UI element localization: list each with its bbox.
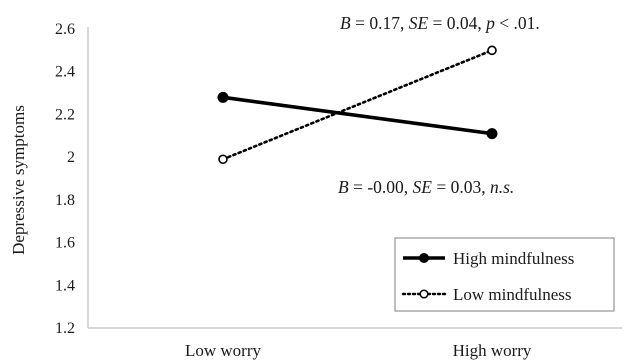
- y-tick-label: 1.4: [55, 277, 75, 294]
- legend-item: Low mindfulness: [401, 285, 572, 304]
- data-point: [218, 154, 228, 165]
- series-2: [218, 45, 497, 165]
- series-line: [222, 95, 493, 136]
- series-1: [217, 91, 498, 140]
- y-tick-label: 1.2: [55, 320, 75, 337]
- x-category-labels: Low worry High worry: [185, 341, 532, 360]
- y-tick-label: 1.8: [55, 192, 75, 209]
- data-point: [217, 91, 229, 103]
- legend-marker: [419, 253, 429, 263]
- y-tick-label: 2.6: [55, 21, 75, 38]
- legend-box: [394, 237, 615, 312]
- legend-label: Low mindfulness: [453, 285, 572, 304]
- y-tick-label: 2: [67, 149, 75, 166]
- x-category-label: Low worry: [185, 341, 262, 360]
- y-tick-label: 2.4: [55, 64, 75, 81]
- legend-label: High mindfulness: [453, 249, 574, 268]
- legend: High mindfulness Low mindfulness: [394, 237, 615, 312]
- y-tick-labels: 1.2 1.4 1.6 1.8 2 2.2 2.4 2.6: [55, 21, 75, 337]
- x-category-label: High worry: [453, 341, 532, 360]
- data-point: [487, 45, 497, 56]
- y-axis-label: Depressive symptoms: [9, 105, 28, 255]
- y-tick-label: 2.2: [55, 106, 75, 123]
- series-line: [221, 49, 494, 161]
- legend-marker: [419, 289, 429, 299]
- annotations: B = 0.17, SE = 0.04, p < .01. B = -0.00, …: [338, 13, 540, 197]
- y-tick-label: 1.6: [55, 235, 75, 252]
- legend-item: High mindfulness: [403, 249, 574, 268]
- data-series: [217, 45, 498, 165]
- annotation-top: B = 0.17, SE = 0.04, p < .01.: [340, 13, 540, 33]
- annotation-bottom: B = -0.00, SE = 0.03, n.s.: [338, 177, 514, 197]
- chart-axes: [87, 27, 622, 329]
- data-point: [486, 128, 498, 140]
